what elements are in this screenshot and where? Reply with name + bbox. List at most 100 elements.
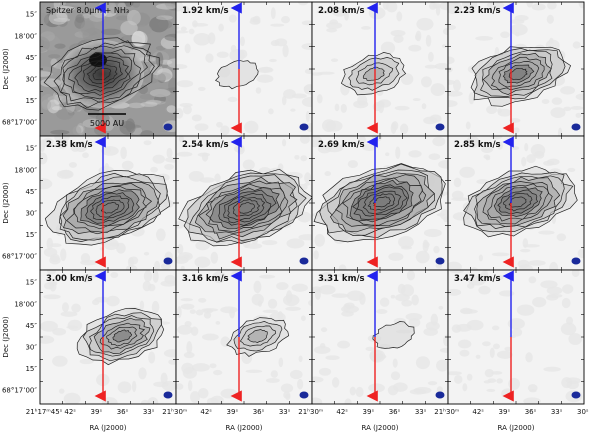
channel-panel: 2.85 km/s [447, 135, 585, 271]
channel-panel: 3.16 km/s [175, 269, 313, 405]
y-tick-label: 18’00″ [14, 300, 37, 308]
scale-bar-label: 5000 AU [90, 119, 124, 128]
y-tick-label: 30″ [25, 343, 37, 351]
velocity-label: 2.54 km/s [182, 140, 229, 150]
y-tick-label: 30″ [25, 75, 37, 83]
y-tick-label: 15″ [25, 145, 37, 153]
channel-panel: 2.69 km/s [311, 135, 449, 271]
x-tick-label: 36ˢ [389, 408, 401, 416]
x-axis-label: RA (J2000) [90, 424, 127, 432]
x-tick-label: 39ˢ [363, 408, 375, 416]
beam-ellipse [571, 123, 581, 131]
x-tick-label: 33ˢ [143, 408, 155, 416]
y-tick-label: 45″ [25, 322, 37, 330]
x-tick-label: 30ˢ [577, 408, 589, 416]
contour-level [53, 40, 155, 109]
y-tick-label: 15″ [25, 11, 37, 19]
beam-ellipse [571, 257, 581, 265]
x-tick-label: 33ˢ [415, 408, 427, 416]
beam-ellipse [299, 391, 309, 399]
velocity-label: 3.16 km/s [182, 274, 229, 284]
y-tick-label: 68°17’00″ [2, 387, 37, 395]
x-tick-label: 33ˢ [551, 408, 563, 416]
y-axis-label: Dec (J2000) [2, 316, 10, 357]
beam-ellipse [435, 257, 445, 265]
contour-level [362, 66, 385, 82]
x-tick-label: 39ˢ [499, 408, 511, 416]
velocity-label: 3.31 km/s [318, 274, 365, 284]
beam-ellipse [299, 123, 309, 131]
y-tick-label: 15″ [25, 279, 37, 287]
x-axis-label: RA (J2000) [362, 424, 399, 432]
x-tick-label: 42ˢ [64, 408, 76, 416]
x-tick-label: 36ˢ [117, 408, 129, 416]
channel-panel: Spitzer 8.0μm + NH₃ 5000 AU [39, 1, 177, 137]
y-tick-label: 45″ [25, 188, 37, 196]
velocity-label: 3.47 km/s [454, 274, 501, 284]
contour-level [112, 329, 133, 343]
contour-level [62, 48, 142, 100]
y-axis-label: Dec (J2000) [2, 48, 10, 89]
channel-panel: 2.08 km/s [311, 1, 449, 137]
contour-level [86, 64, 118, 85]
channel-panel: 3.47 km/s [447, 269, 585, 405]
velocity-label: 2.85 km/s [454, 140, 501, 150]
velocity-label: 2.38 km/s [46, 140, 93, 150]
contour-level [74, 56, 129, 92]
x-tick-label: 21ʰ17ᵐ45ˢ [26, 408, 63, 416]
x-tick-label: 21ʰ30ᵐ [162, 408, 187, 416]
y-tick-label: 15″ [25, 231, 37, 239]
contour-level [100, 202, 120, 214]
channel-panel: 2.54 km/s [175, 135, 313, 271]
contour-level [82, 60, 124, 89]
y-tick-label: 45″ [25, 54, 37, 62]
channel-panel: 2.23 km/s [447, 1, 585, 137]
beam-ellipse [571, 391, 581, 399]
x-tick-label: 42ˢ [336, 408, 348, 416]
channel-panel: 3.31 km/s [311, 269, 449, 405]
beam-ellipse [435, 123, 445, 131]
x-tick-label: 39ˢ [91, 408, 103, 416]
contour-level [92, 67, 112, 80]
y-tick-label: 68°17’00″ [2, 119, 37, 127]
x-tick-label: 42ˢ [200, 408, 212, 416]
contour-level [508, 196, 527, 208]
velocity-label: 2.69 km/s [318, 140, 365, 150]
contour-level [247, 329, 268, 343]
beam-ellipse [435, 391, 445, 399]
y-tick-label: 68°17’00″ [2, 253, 37, 261]
velocity-label: 2.23 km/s [454, 6, 501, 16]
panel-frame [447, 269, 585, 405]
x-tick-label: 33ˢ [279, 408, 291, 416]
velocity-label: 2.08 km/s [318, 6, 365, 16]
y-tick-label: 18’00″ [14, 166, 37, 174]
beam-ellipse [163, 391, 173, 399]
panel-label: Spitzer 8.0μm + NH₃ [46, 6, 129, 15]
y-tick-label: 15″ [25, 97, 37, 105]
beam-ellipse [299, 257, 309, 265]
x-axis-label: RA (J2000) [226, 424, 263, 432]
x-tick-label: 39ˢ [227, 408, 239, 416]
y-tick-label: 15″ [25, 365, 37, 373]
contour-level [60, 45, 148, 103]
y-tick-label: 18’00″ [14, 32, 37, 40]
contour-level [68, 52, 133, 96]
x-tick-label: 21ʰ30ᵐ [434, 408, 459, 416]
contour-level [43, 37, 160, 111]
x-tick-label: 36ˢ [253, 408, 265, 416]
y-axis-label: Dec (J2000) [2, 182, 10, 223]
beam-ellipse [163, 257, 173, 265]
contour-level [508, 67, 528, 81]
x-tick-label: 21ʰ30ᵐ [298, 408, 323, 416]
x-axis-label: RA (J2000) [498, 424, 535, 432]
y-tick-label: 30″ [25, 209, 37, 217]
channel-panel: 1.92 km/s [175, 1, 313, 137]
velocity-label: 1.92 km/s [182, 6, 229, 16]
channel-panel: 3.00 km/s [39, 269, 177, 405]
channel-panel: 2.38 km/s [39, 135, 177, 271]
x-tick-label: 36ˢ [525, 408, 537, 416]
x-tick-label: 42ˢ [472, 408, 484, 416]
contour-level [215, 59, 259, 90]
beam-ellipse [163, 123, 173, 131]
